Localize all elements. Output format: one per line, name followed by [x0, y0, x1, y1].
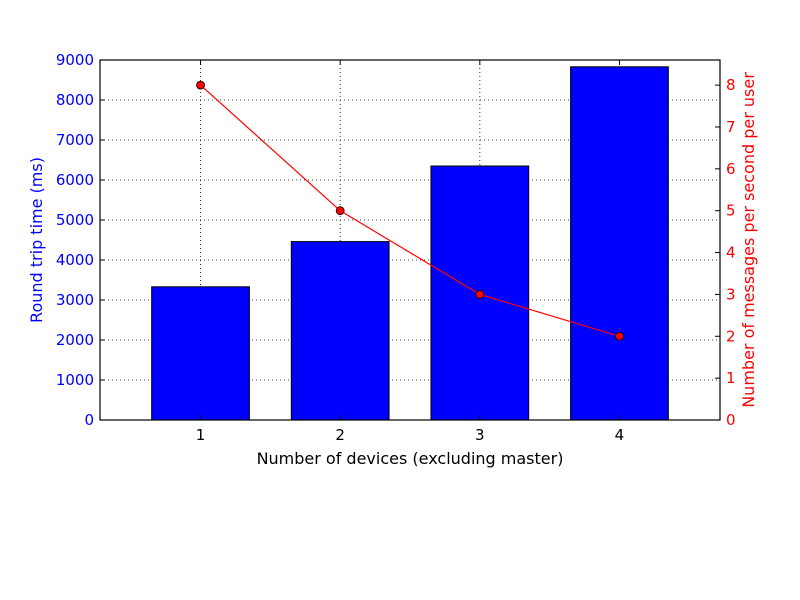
y-tick-label: 9000	[56, 51, 94, 69]
y2-tick-label: 8	[726, 76, 736, 94]
series-line	[200, 84, 620, 337]
bar	[570, 66, 669, 421]
y-tick-label: 8000	[56, 91, 94, 109]
x-tick-label: 1	[196, 426, 206, 444]
y-tick-label: 5000	[56, 211, 94, 229]
y-tick-label: 4000	[56, 251, 94, 269]
x-axis-title: Number of devices (excluding master)	[257, 449, 564, 468]
x-tick-label: 3	[475, 426, 485, 444]
bar-series	[151, 66, 669, 421]
bar	[290, 241, 390, 421]
y-tick-label: 3000	[56, 291, 94, 309]
y-axis-right-title: Number of messages per second per user	[739, 72, 758, 408]
x-axis-ticks: 1 2 3 4	[196, 60, 624, 444]
y2-tick-label: 5	[726, 202, 736, 220]
y-tick-label: 0	[84, 411, 94, 429]
y2-tick-label: 4	[726, 244, 736, 262]
line-series	[196, 80, 624, 341]
line-point	[615, 331, 624, 341]
line-point	[475, 290, 485, 299]
y2-tick-label: 2	[726, 327, 736, 345]
y2-tick-label: 3	[726, 285, 736, 303]
x-tick-label: 2	[335, 426, 345, 444]
line-point	[335, 206, 345, 216]
y-axis-left-ticks: 0 1000 2000 3000 4000 5000 6000 7000 8000 9000	[56, 51, 105, 429]
y-tick-label: 7000	[56, 131, 94, 149]
plot-frame	[99, 59, 721, 421]
bar	[151, 286, 250, 421]
x-tick-label: 4	[615, 426, 625, 444]
y-axis-left-title: Round trip time (ms)	[27, 157, 46, 323]
line-point	[196, 80, 205, 90]
y2-tick-label: 6	[726, 160, 736, 178]
y2-tick-label: 1	[726, 369, 736, 387]
y-tick-label: 2000	[56, 331, 94, 349]
y-tick-label: 6000	[56, 171, 94, 189]
y-tick-label: 1000	[56, 371, 94, 389]
y-axis-right-ticks: 0 1 2 3 4 5 6 7 8	[715, 76, 736, 429]
y2-tick-label: 0	[726, 411, 736, 429]
y2-tick-label: 7	[726, 118, 736, 136]
